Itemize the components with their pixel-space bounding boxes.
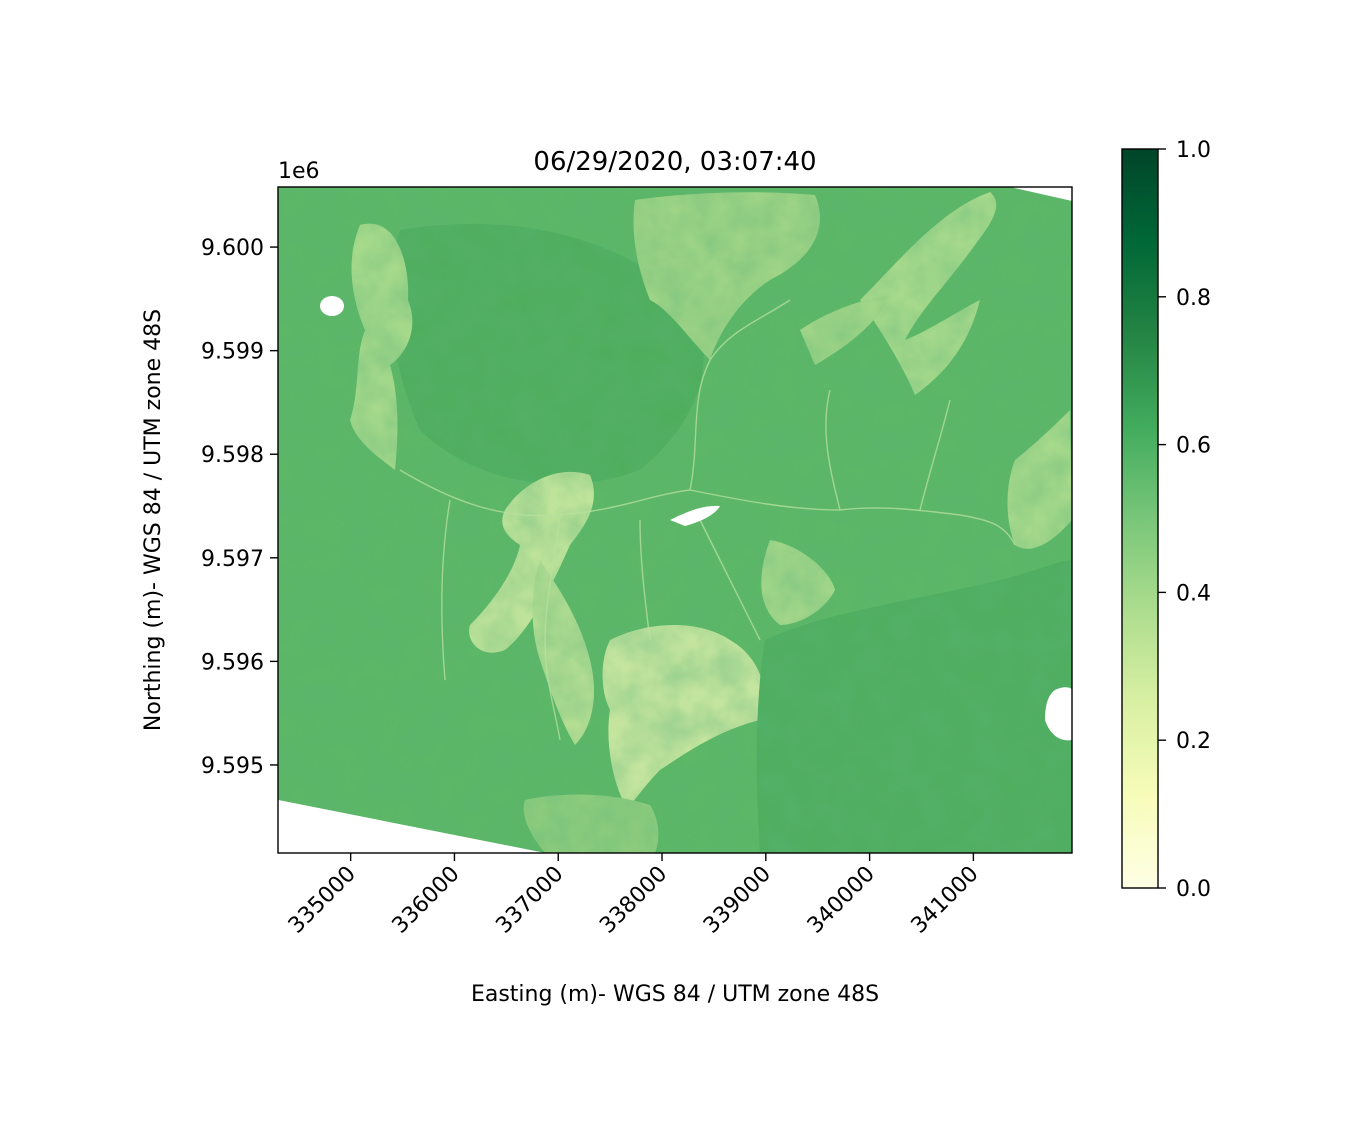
- y-axis-label: Northing (m)- WGS 84 / UTM zone 48S: [141, 309, 166, 731]
- colorbar-gradient: [1121, 148, 1159, 889]
- axes-frame: [277, 186, 1073, 854]
- y-tick-label: 9.597: [201, 547, 264, 572]
- colorbar-tick-label: 0.6: [1176, 434, 1211, 459]
- y-tick-label: 9.600: [201, 236, 264, 261]
- stream-lines: [399, 299, 1016, 741]
- x-tick-label: 340000: [803, 862, 880, 939]
- y-offset-label: 1e6: [278, 159, 320, 184]
- y-tick-label: 9.599: [201, 340, 264, 365]
- colorbar-tick-label: 0.2: [1176, 729, 1211, 754]
- colorbar-tick-label: 0.8: [1176, 286, 1211, 311]
- x-axis: 335000 336000 337000 338000 339000 340000 3410…: [284, 853, 984, 939]
- colorbar: 0.0 0.2 0.4 0.6 0.8 1.0: [1121, 138, 1211, 902]
- colorbar-tick-label: 0.4: [1176, 581, 1211, 606]
- raster-map: [278, 187, 1072, 853]
- x-tick-label: 335000: [284, 862, 361, 939]
- colorbar-tick-label: 0.0: [1176, 877, 1211, 902]
- chart-title: 06/29/2020, 03:07:40: [533, 147, 816, 177]
- nodata-cloud-west: [320, 296, 344, 316]
- nodata-cloud-east: [1045, 687, 1072, 741]
- reservoir: [670, 505, 720, 526]
- y-axis: 9.595 9.596 9.597 9.598 9.599 9.600: [201, 236, 278, 779]
- x-tick-label: 338000: [595, 862, 672, 939]
- x-tick-label: 336000: [388, 862, 465, 939]
- colorbar-ticks: 0.0 0.2 0.4 0.6 0.8 1.0: [1158, 138, 1211, 902]
- colorbar-tick-label: 1.0: [1176, 138, 1211, 163]
- x-tick-label: 337000: [491, 862, 568, 939]
- x-axis-label: Easting (m)- WGS 84 / UTM zone 48S: [471, 982, 879, 1007]
- nodata-bottom-left: [278, 800, 545, 853]
- y-tick-label: 9.596: [201, 650, 264, 675]
- y-tick-label: 9.598: [201, 443, 264, 468]
- x-tick-label: 341000: [907, 862, 984, 939]
- x-tick-label: 339000: [699, 862, 776, 939]
- y-tick-label: 9.595: [201, 754, 264, 779]
